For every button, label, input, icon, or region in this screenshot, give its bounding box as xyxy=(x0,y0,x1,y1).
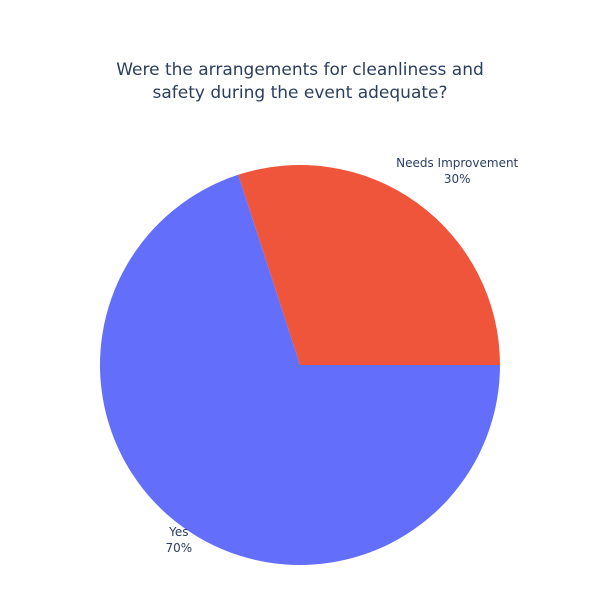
chart-title: Were the arrangements for cleanliness an… xyxy=(0,59,600,105)
slice-label-name: Needs Improvement xyxy=(396,156,518,170)
chart-title-line-1: Were the arrangements for cleanliness an… xyxy=(116,60,484,80)
slice-label-percent: 70% xyxy=(165,541,192,555)
slice-label-group-yes: Yes 70% xyxy=(165,525,192,555)
pie-slice-needs-improvement xyxy=(238,165,500,365)
slice-label-group-needs-improvement: Needs Improvement 30% xyxy=(396,156,518,186)
slice-label-percent: 30% xyxy=(444,172,471,186)
pie-slice-yes xyxy=(100,174,501,565)
chart-title-line-2: safety during the event adequate? xyxy=(152,83,448,103)
slice-label-name: Yes xyxy=(168,525,188,539)
